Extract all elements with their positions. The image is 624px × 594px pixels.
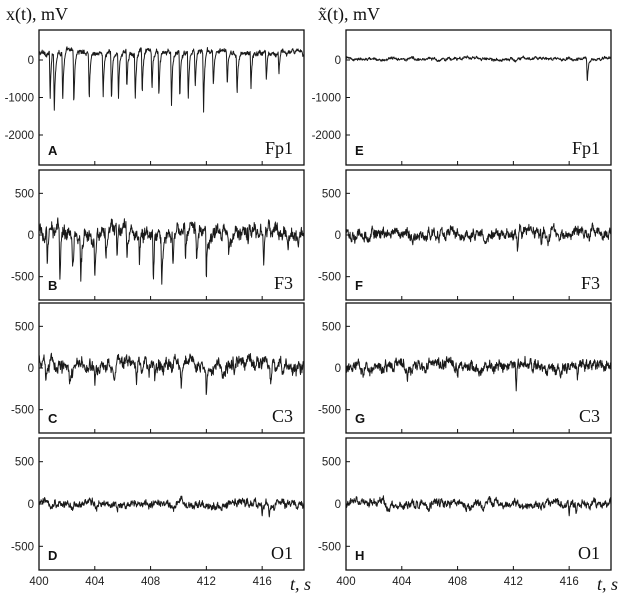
panel-e: 0 -1000 -2000 E Fp1: [312, 29, 612, 166]
x-tick-label: 400: [336, 576, 355, 588]
panel-letter-d: D: [48, 548, 57, 563]
left-ylabel: x(t), mV: [6, 4, 68, 25]
x-tick-label: 412: [504, 576, 523, 588]
left-axis-title: x(t), mV: [6, 4, 68, 25]
x-tick-label: 404: [392, 576, 412, 588]
y-tick-label: 500: [322, 321, 341, 333]
panel-letter-e: E: [355, 143, 364, 158]
y-tick-label: 500: [322, 188, 341, 200]
y-tick-label: -500: [318, 541, 341, 553]
x-tick-label: 416: [560, 576, 579, 588]
panel-c: 500 0 -500 C C3: [11, 302, 305, 434]
channel-label-a: Fp1: [265, 138, 293, 158]
xlabel-left: t, s: [290, 574, 311, 594]
signal-trace-b: [39, 217, 304, 285]
signal-trace-h: [346, 495, 611, 517]
panel-letter-a: A: [48, 143, 58, 158]
y-tick-label: -500: [318, 405, 341, 417]
panel-letter-f: F: [355, 278, 363, 293]
panel-b: 500 0 -500 B F3: [11, 169, 305, 301]
y-tick-label: 0: [28, 55, 34, 67]
panel-h: 500 0 -500 400 404 408 412 416 H O1: [318, 437, 612, 588]
y-tick-label: 500: [15, 457, 34, 469]
y-tick-label: -2000: [312, 130, 341, 142]
y-tick-label: -500: [11, 405, 34, 417]
x-axis-title-right: t, s: [597, 574, 618, 594]
y-tick-label: -500: [318, 272, 341, 284]
panel-f: 500 0 -500 F F3: [318, 169, 612, 301]
channel-label-e: Fp1: [572, 138, 600, 158]
y-tick-label: 0: [335, 230, 341, 242]
channel-label-d: O1: [271, 543, 293, 563]
panel-a: 0 -1000 -2000 A Fp1: [5, 29, 305, 166]
signal-trace-c: [39, 352, 304, 395]
y-tick-label: 0: [335, 499, 341, 511]
y-tick-label: 0: [28, 499, 34, 511]
channel-label-g: C3: [579, 406, 600, 426]
signal-trace-d: [39, 495, 304, 518]
y-tick-label: 500: [322, 457, 341, 469]
panel-letter-g: G: [355, 411, 365, 426]
x-tick-label: 404: [85, 576, 105, 588]
y-tick-label: -500: [11, 541, 34, 553]
y-tick-label: 500: [15, 321, 34, 333]
signal-trace-a: [39, 46, 304, 113]
signal-trace-e: [346, 55, 611, 81]
xlabel-right: t, s: [597, 574, 618, 594]
y-tick-label: 0: [28, 363, 34, 375]
x-tick-label: 408: [141, 576, 160, 588]
y-tick-label: 0: [335, 55, 341, 67]
y-tick-label: -500: [11, 272, 34, 284]
y-tick-label: -1000: [5, 93, 34, 105]
x-tick-label: 400: [29, 576, 48, 588]
signal-trace-g: [346, 355, 611, 392]
channel-label-b: F3: [274, 273, 293, 293]
x-tick-label: 416: [253, 576, 272, 588]
panel-letter-b: B: [48, 278, 57, 293]
x-tick-label: 408: [448, 576, 467, 588]
channel-label-c: C3: [272, 406, 293, 426]
panel-letter-h: H: [355, 548, 364, 563]
x-tick-label: 412: [197, 576, 216, 588]
y-tick-label: 0: [28, 230, 34, 242]
x-axis-title-left: t, s: [290, 574, 311, 594]
y-tick-label: -2000: [5, 130, 34, 142]
signal-trace-f: [346, 222, 611, 252]
right-axis-title: x̃(t), mV: [318, 4, 380, 25]
y-tick-label: -1000: [312, 93, 341, 105]
panel-frame-g: [345, 302, 612, 434]
channel-label-f: F3: [581, 273, 600, 293]
y-tick-label: 0: [335, 363, 341, 375]
panel-d: 500 0 -500 400 404 408 412 416 D O1: [11, 437, 305, 588]
panel-g: 500 0 -500 G C3: [318, 302, 612, 434]
channel-label-h: O1: [578, 543, 600, 563]
right-ylabel: x̃(t), mV: [318, 4, 380, 25]
panel-letter-c: C: [48, 411, 58, 426]
y-tick-label: 500: [15, 188, 34, 200]
